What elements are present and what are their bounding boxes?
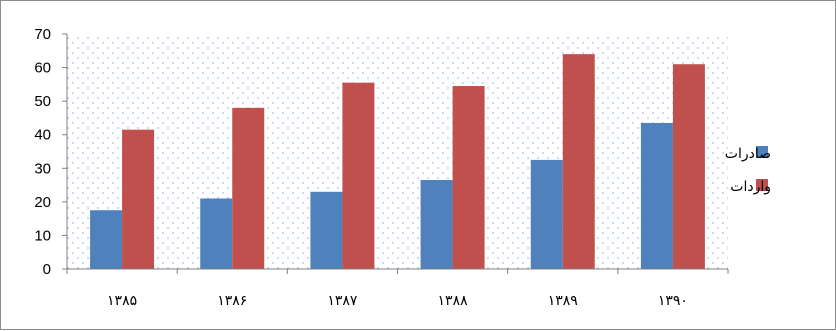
legend-label-exports: صادرات [725, 146, 771, 162]
bar-exports-2 [310, 191, 343, 269]
y-tick-label: 0 [43, 261, 51, 278]
x-category-label: ۱۳۸۵ [107, 293, 137, 309]
bar-exports-3 [420, 180, 453, 269]
y-tick-label: 20 [34, 194, 51, 211]
bar-exports-5 [640, 122, 673, 269]
bar-exports-1 [200, 198, 233, 269]
legend-swatch-exports [756, 146, 768, 158]
bar-imports-2 [342, 82, 375, 269]
y-tick-label: 70 [34, 26, 51, 43]
x-category-label: ۱۳۹۰ [658, 293, 688, 309]
y-tick-label: 50 [34, 93, 51, 110]
y-tick-label: 10 [34, 227, 51, 244]
bar-imports-0 [122, 129, 155, 269]
bar-imports-4 [562, 54, 595, 270]
x-category-label: ۱۳۸۷ [327, 293, 358, 309]
x-category-label: ۱۳۸۸ [438, 293, 469, 309]
legend-swatch-imports [756, 179, 768, 191]
y-tick-label: 40 [34, 127, 51, 144]
bar-imports-3 [452, 86, 485, 270]
plot-area-background [67, 34, 728, 269]
x-category-label: ۱۳۸۹ [548, 293, 578, 309]
y-tick-label: 30 [34, 160, 51, 177]
bar-imports-1 [232, 107, 265, 269]
legend-label-imports: واردات [730, 179, 771, 195]
y-tick-label: 60 [34, 60, 51, 77]
x-category-label: ۱۳۸۶ [217, 293, 247, 309]
bar-imports-5 [672, 64, 705, 269]
bar-exports-0 [90, 210, 123, 269]
bar-exports-4 [530, 159, 563, 269]
